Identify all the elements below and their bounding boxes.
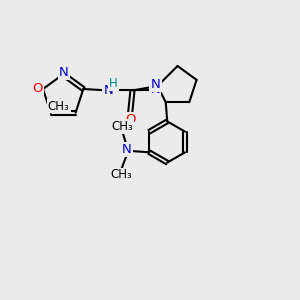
Text: O: O bbox=[125, 113, 135, 126]
Text: N: N bbox=[122, 143, 132, 156]
Text: N: N bbox=[103, 84, 113, 97]
Text: N: N bbox=[151, 78, 161, 91]
Text: N: N bbox=[150, 83, 160, 96]
Text: CH₃: CH₃ bbox=[110, 169, 132, 182]
Text: CH₃: CH₃ bbox=[48, 100, 70, 112]
Text: O: O bbox=[32, 82, 43, 95]
Text: H: H bbox=[109, 76, 118, 90]
Text: CH₃: CH₃ bbox=[111, 120, 133, 133]
Text: N: N bbox=[59, 66, 69, 80]
